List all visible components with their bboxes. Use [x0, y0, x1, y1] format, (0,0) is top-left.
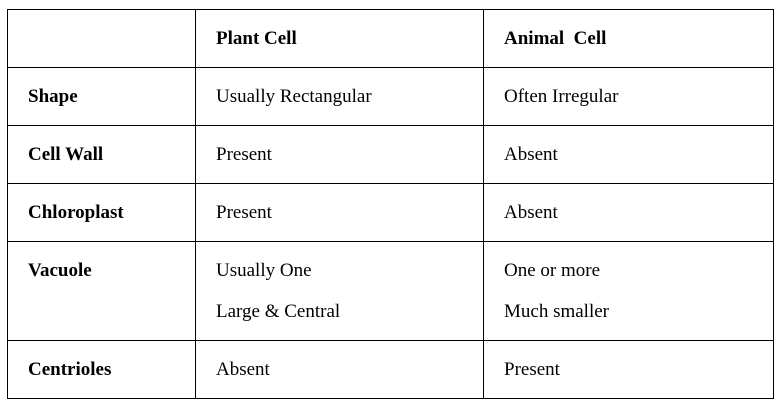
table-row: Cell Wall Present Absent [7, 125, 774, 184]
animal-value-chloroplast: Absent [483, 183, 774, 242]
plant-value-centrioles: Absent [195, 340, 484, 399]
animal-vacuole-line-1: One or more [504, 260, 601, 281]
plant-value-shape: Usually Rectangular [195, 67, 484, 126]
table-row: Centrioles Absent Present [7, 340, 774, 399]
row-label-cell-wall: Cell Wall [7, 125, 196, 184]
comparison-table: Plant Cell Animal Cell Shape Usually Rec… [7, 9, 774, 399]
plant-vacuole-line-2: Large & Central [216, 301, 341, 322]
table-row: Shape Usually Rectangular Often Irregula… [7, 67, 774, 126]
animal-value-vacuole: One or more Much smaller [483, 241, 774, 341]
row-label-shape: Shape [7, 67, 196, 126]
plant-vacuole-line-1: Usually One [216, 260, 312, 281]
plant-value-cell-wall: Present [195, 125, 484, 184]
plant-value-vacuole: Usually One Large & Central [195, 241, 484, 341]
row-label-centrioles: Centrioles [7, 340, 196, 399]
animal-value-cell-wall: Absent [483, 125, 774, 184]
animal-value-shape: Often Irregular [483, 67, 774, 126]
row-label-chloroplast: Chloroplast [7, 183, 196, 242]
table-row: Vacuole Usually One Large & Central One … [7, 241, 774, 341]
plant-value-chloroplast: Present [195, 183, 484, 242]
animal-vacuole-line-2: Much smaller [504, 301, 610, 322]
header-corner-cell [7, 9, 196, 68]
table-header-row: Plant Cell Animal Cell [7, 9, 774, 68]
table-row: Chloroplast Present Absent [7, 183, 774, 242]
header-plant-cell: Plant Cell [195, 9, 484, 68]
row-label-vacuole-text: Vacuole [28, 260, 92, 281]
header-animal-cell: Animal Cell [483, 9, 774, 68]
animal-value-centrioles: Present [483, 340, 774, 399]
row-label-vacuole: Vacuole [7, 241, 196, 341]
